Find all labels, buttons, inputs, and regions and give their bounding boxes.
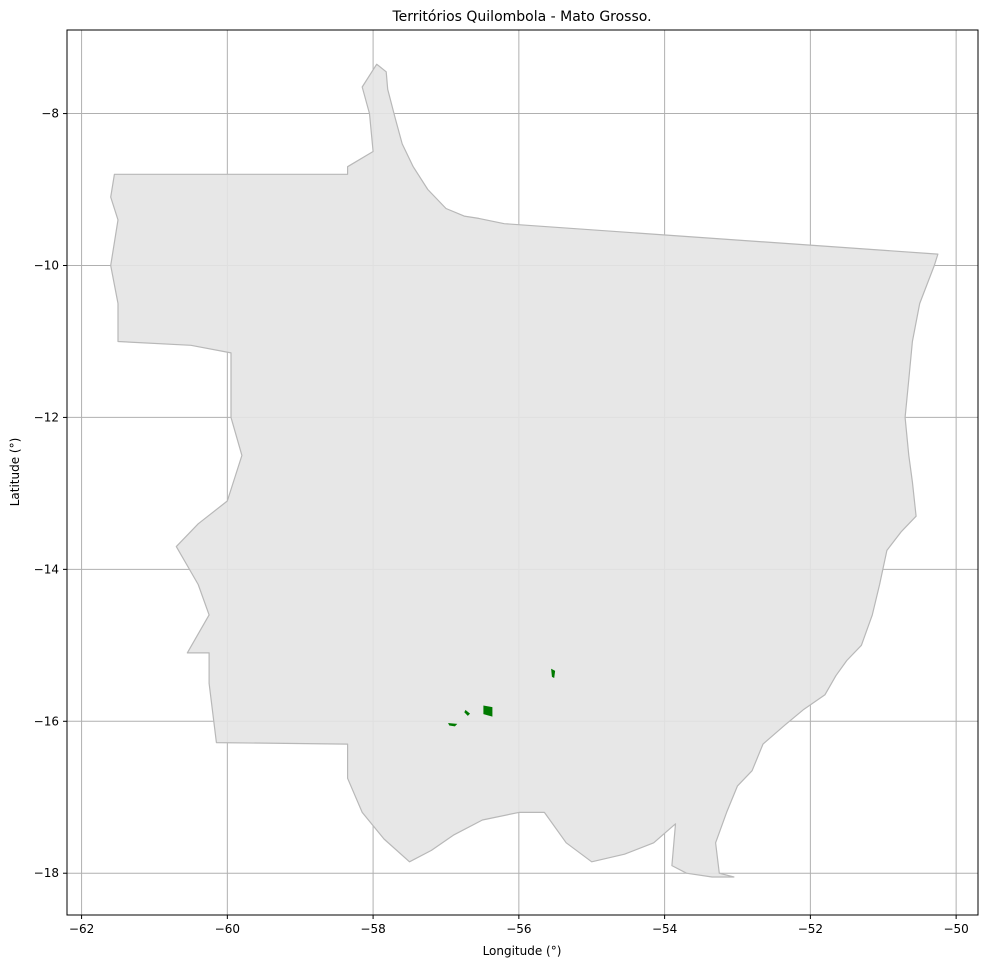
x-axis-label: Longitude (°)	[483, 944, 562, 958]
y-tick-label: −16	[34, 714, 59, 728]
x-tick-label: −54	[652, 922, 677, 936]
x-tick-label: −52	[798, 922, 823, 936]
y-tick-label: −10	[34, 258, 59, 272]
quilombola-territory	[483, 705, 493, 717]
x-tick-label: −62	[69, 922, 94, 936]
quilombola-territory	[551, 668, 556, 678]
quilombola-territory	[448, 723, 458, 727]
y-tick-label: −12	[34, 410, 59, 424]
x-tick-label: −56	[506, 922, 531, 936]
axes-frame	[66, 29, 979, 916]
x-tick-label: −50	[943, 922, 968, 936]
y-axis-label: Latitude (°)	[8, 438, 22, 507]
quilombola-territory	[464, 709, 471, 716]
territories-layer	[448, 668, 556, 727]
y-tick-label: −14	[34, 562, 59, 576]
mato-grosso-state-shape	[110, 63, 939, 878]
y-tick-label: −18	[34, 866, 59, 880]
chart-title: Territórios Quilombola - Mato Grosso.	[391, 9, 651, 25]
x-axis: −62 −60 −58 −56 −54 −52 −50	[69, 915, 969, 936]
y-tick-label: −8	[41, 107, 59, 121]
x-tick-label: −58	[360, 922, 385, 936]
x-tick-label: −60	[215, 922, 240, 936]
state-layer	[110, 63, 939, 878]
y-axis: −8 −10 −12 −14 −16 −18	[34, 107, 67, 880]
